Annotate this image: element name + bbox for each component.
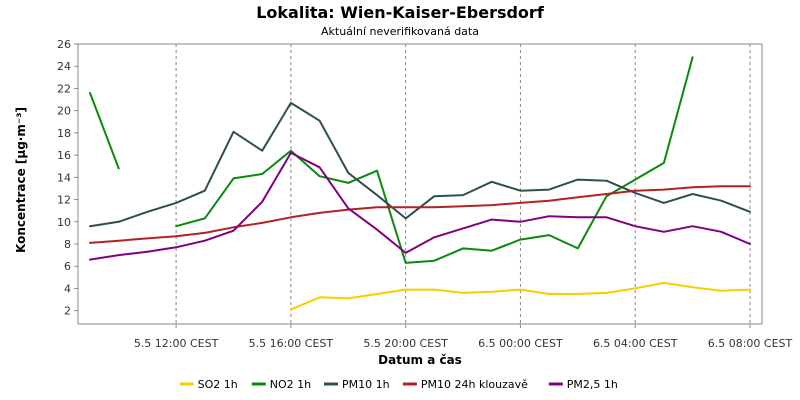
y-tick-label: 12	[57, 194, 71, 207]
x-tick-label: 5.5 12:00 CEST	[134, 337, 219, 350]
legend-item: PM10 24h klouzavě	[402, 378, 528, 391]
series-line	[289, 281, 751, 311]
y-tick-label: 24	[57, 60, 71, 73]
legend-item: NO2 1h	[251, 378, 311, 391]
y-tick-label: 22	[57, 82, 71, 95]
legend-label: PM10 1h	[342, 378, 390, 391]
chart-title: Lokalita: Wien-Kaiser-Ebersdorf	[256, 3, 545, 22]
series-line	[89, 56, 694, 264]
x-tick-label: 5.5 16:00 CEST	[249, 337, 334, 350]
y-tick-label: 14	[57, 171, 71, 184]
y-tick-label: 8	[64, 238, 71, 251]
y-tick-label: 2	[64, 305, 71, 318]
legend-item: PM10 1h	[324, 378, 390, 391]
y-tick-label: 16	[57, 149, 71, 162]
series-lines	[89, 56, 751, 311]
legend-label: SO2 1h	[198, 378, 238, 391]
legend: SO2 1h NO2 1h PM10 1h PM10 24h klouzavě PM2,…	[179, 378, 618, 391]
y-tick-label: 6	[64, 260, 71, 273]
y-tick-label: 10	[57, 216, 71, 229]
x-axis-label: Datum a čas	[378, 353, 462, 367]
legend-label: NO2 1h	[270, 378, 311, 391]
legend-label: PM10 24h klouzavě	[421, 378, 528, 391]
y-axis-label: Koncentrace [µg·m⁻³]	[14, 107, 28, 253]
chart-subtitle: Aktuální neverifikovaná data	[321, 25, 479, 38]
x-axis-ticks: 5.5 12:00 CEST 5.5 16:00 CEST 5.5 20:00 CE…	[134, 324, 793, 350]
plot-area	[77, 43, 763, 325]
legend-label: PM2,5 1h	[567, 378, 618, 391]
y-tick-label: 26	[57, 38, 71, 51]
x-tick-label: 6.5 04:00 CEST	[593, 337, 678, 350]
y-tick-label: 20	[57, 105, 71, 118]
grid	[175, 44, 751, 324]
x-tick-label: 5.5 20:00 CEST	[363, 337, 448, 350]
legend-item: SO2 1h	[179, 378, 238, 391]
series-line	[89, 185, 751, 244]
x-tick-label: 6.5 00:00 CEST	[478, 337, 563, 350]
y-tick-label: 4	[64, 282, 71, 295]
x-tick-label: 6.5 08:00 CEST	[708, 337, 793, 350]
series-line	[89, 151, 751, 261]
legend-item: PM2,5 1h	[548, 378, 618, 391]
y-tick-label: 18	[57, 127, 71, 140]
